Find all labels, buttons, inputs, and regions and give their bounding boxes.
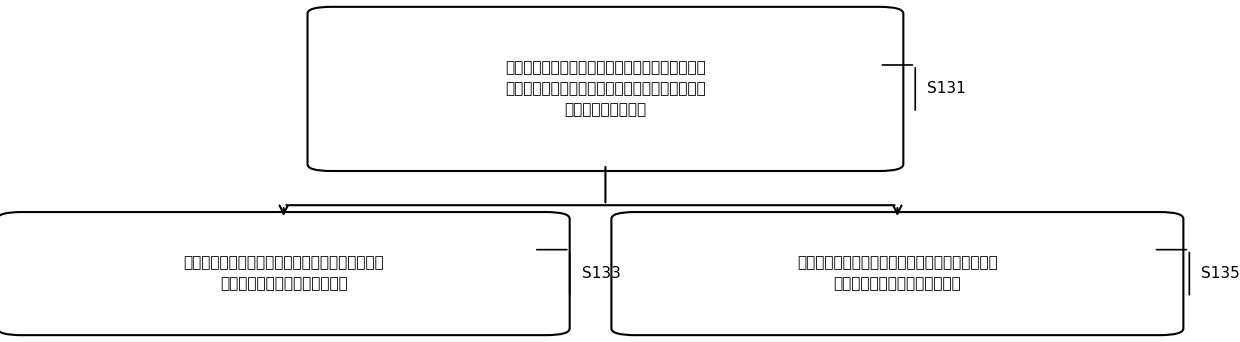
Text: 对所述质心频率集合中的同一时间所对应的质心频
率进行排序处理，获取每一时间所对应的最大质心
频率和最小质心频率: 对所述质心频率集合中的同一时间所对应的质心频 率进行排序处理，获取每一时间所对应… (505, 61, 706, 117)
Text: 基于所述质心频率集合中每一时间所对应的最小质
心频率组成所述最小质心频率道: 基于所述质心频率集合中每一时间所对应的最小质 心频率组成所述最小质心频率道 (797, 255, 998, 292)
Text: S131: S131 (928, 81, 966, 96)
FancyBboxPatch shape (611, 212, 1183, 335)
FancyBboxPatch shape (0, 212, 569, 335)
Text: 基于所述质心频率集合中每一时间所对应的最大质
心频率组成所述最大质心频率道: 基于所述质心频率集合中每一时间所对应的最大质 心频率组成所述最大质心频率道 (184, 255, 384, 292)
FancyBboxPatch shape (308, 7, 903, 171)
Text: S135: S135 (1202, 266, 1240, 281)
Text: S133: S133 (582, 266, 620, 281)
